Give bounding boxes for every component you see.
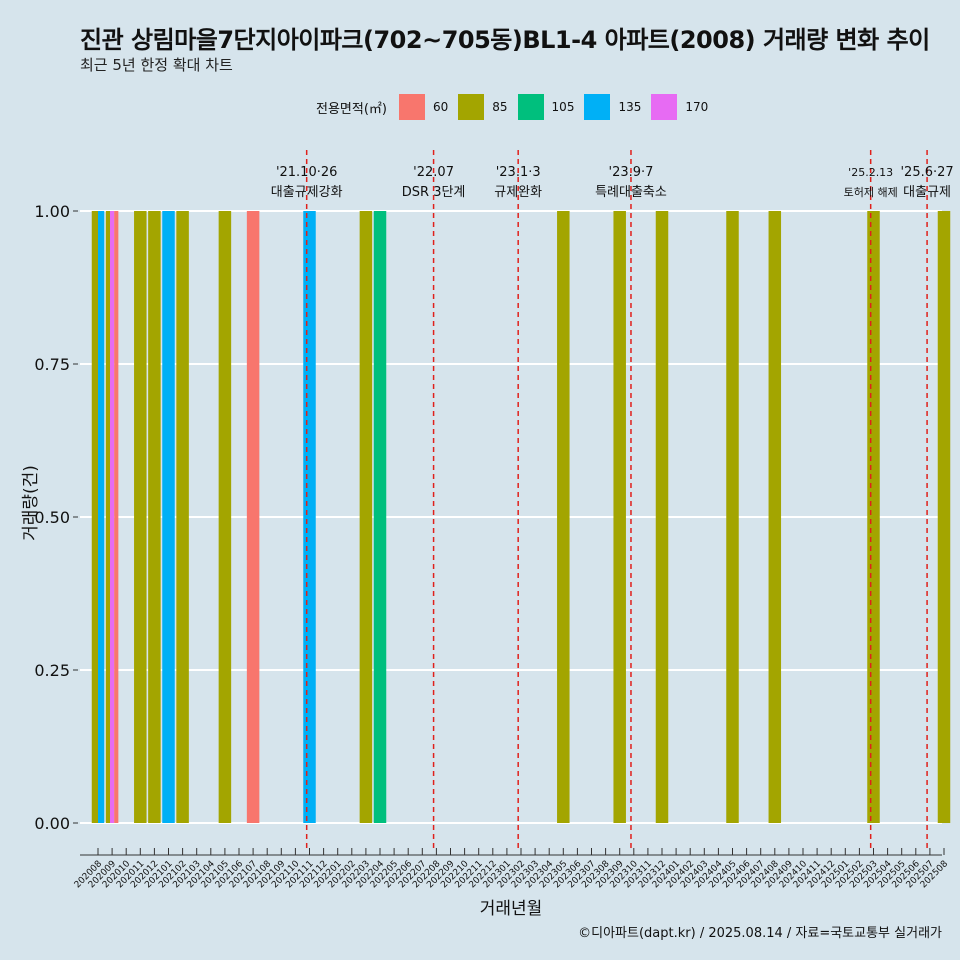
event-date-label: '23.1·3 — [496, 165, 541, 180]
y-tick-label: 1.00 — [34, 202, 70, 221]
event-date-label: '22.07 — [413, 165, 454, 180]
y-axis-title: 거래량(건) — [21, 465, 41, 541]
bar-202009-60 — [114, 211, 119, 823]
bar-202203-85 — [359, 211, 373, 823]
legend-label-60: 60 — [432, 100, 449, 114]
y-tick-label: 0.75 — [34, 355, 70, 374]
y-tick-label: 0.50 — [34, 508, 70, 527]
y-tick-label: 0.00 — [34, 814, 70, 833]
legend-label-170: 170 — [685, 100, 709, 114]
bar-202101-135 — [162, 211, 175, 823]
legend: 전용면적(㎡) 60 85 105 135 170 — [316, 92, 718, 122]
bar-202312-85 — [655, 211, 669, 823]
x-axis-title: 거래년월 — [480, 899, 543, 919]
bar-202508-85 — [937, 211, 951, 823]
bar-202309-85 — [613, 211, 626, 823]
chart-title: 진관 상림마을7단지아이파크(702~705동)BL1-4 아파트(2008) … — [80, 26, 930, 54]
bar-202111-135 — [303, 211, 316, 823]
bar-202008-135 — [98, 211, 105, 823]
event-date-label: '21.10·26 — [276, 165, 337, 180]
event-desc-label: 토허제 해제 — [844, 185, 898, 199]
source-caption: ©디아파트(dapt.kr) / 2025.08.14 / 자료=국토교통부 실… — [578, 926, 942, 941]
y-tick-label: 0.25 — [34, 661, 70, 680]
legend-item-105: 105 — [517, 94, 575, 120]
bar-202204-105 — [373, 211, 387, 823]
legend-swatch-85 — [458, 94, 485, 120]
bar-202105-85 — [218, 211, 232, 823]
legend-swatch-60 — [398, 94, 425, 120]
legend-label-85: 85 — [492, 100, 508, 114]
event-date-label: '25.6·27 — [900, 165, 953, 180]
bar-202107-60 — [246, 211, 260, 823]
event-desc-label: 대출규제 — [903, 185, 951, 200]
legend-item-60: 60 — [398, 94, 449, 120]
legend-item-170: 170 — [651, 94, 708, 120]
bar-202009-170 — [110, 211, 115, 823]
bar-202012-85 — [148, 211, 161, 823]
bar-202102-85 — [176, 211, 189, 823]
bar-202009-85 — [105, 211, 111, 823]
legend-swatch-105 — [517, 94, 544, 120]
bar-202408-85 — [768, 211, 782, 823]
legend-item-85: 85 — [458, 94, 508, 120]
legend-swatch-135 — [584, 94, 611, 120]
legend-title: 전용면적(㎡) — [316, 101, 387, 117]
chart-subtitle: 최근 5년 한정 확대 차트 — [80, 56, 233, 74]
event-desc-label: 규제완화 — [494, 185, 542, 200]
event-desc-label: DSR 3단계 — [402, 185, 466, 200]
bar-202503-85 — [867, 211, 880, 823]
event-date-label: '25.2.13 — [848, 166, 893, 179]
legend-swatch-170 — [651, 94, 678, 120]
event-date-label: '23.9·7 — [609, 165, 654, 180]
bar-202008-85 — [91, 211, 98, 823]
legend-label-135: 135 — [618, 100, 642, 114]
bar-202305-85 — [557, 211, 570, 823]
legend-label-105: 105 — [551, 100, 575, 114]
bar-202011-85 — [134, 211, 147, 823]
bar-202405-85 — [726, 211, 739, 823]
event-desc-label: 특례대출축소 — [595, 185, 667, 200]
legend-item-135: 135 — [584, 94, 641, 120]
event-desc-label: 대출규제강화 — [271, 185, 343, 200]
